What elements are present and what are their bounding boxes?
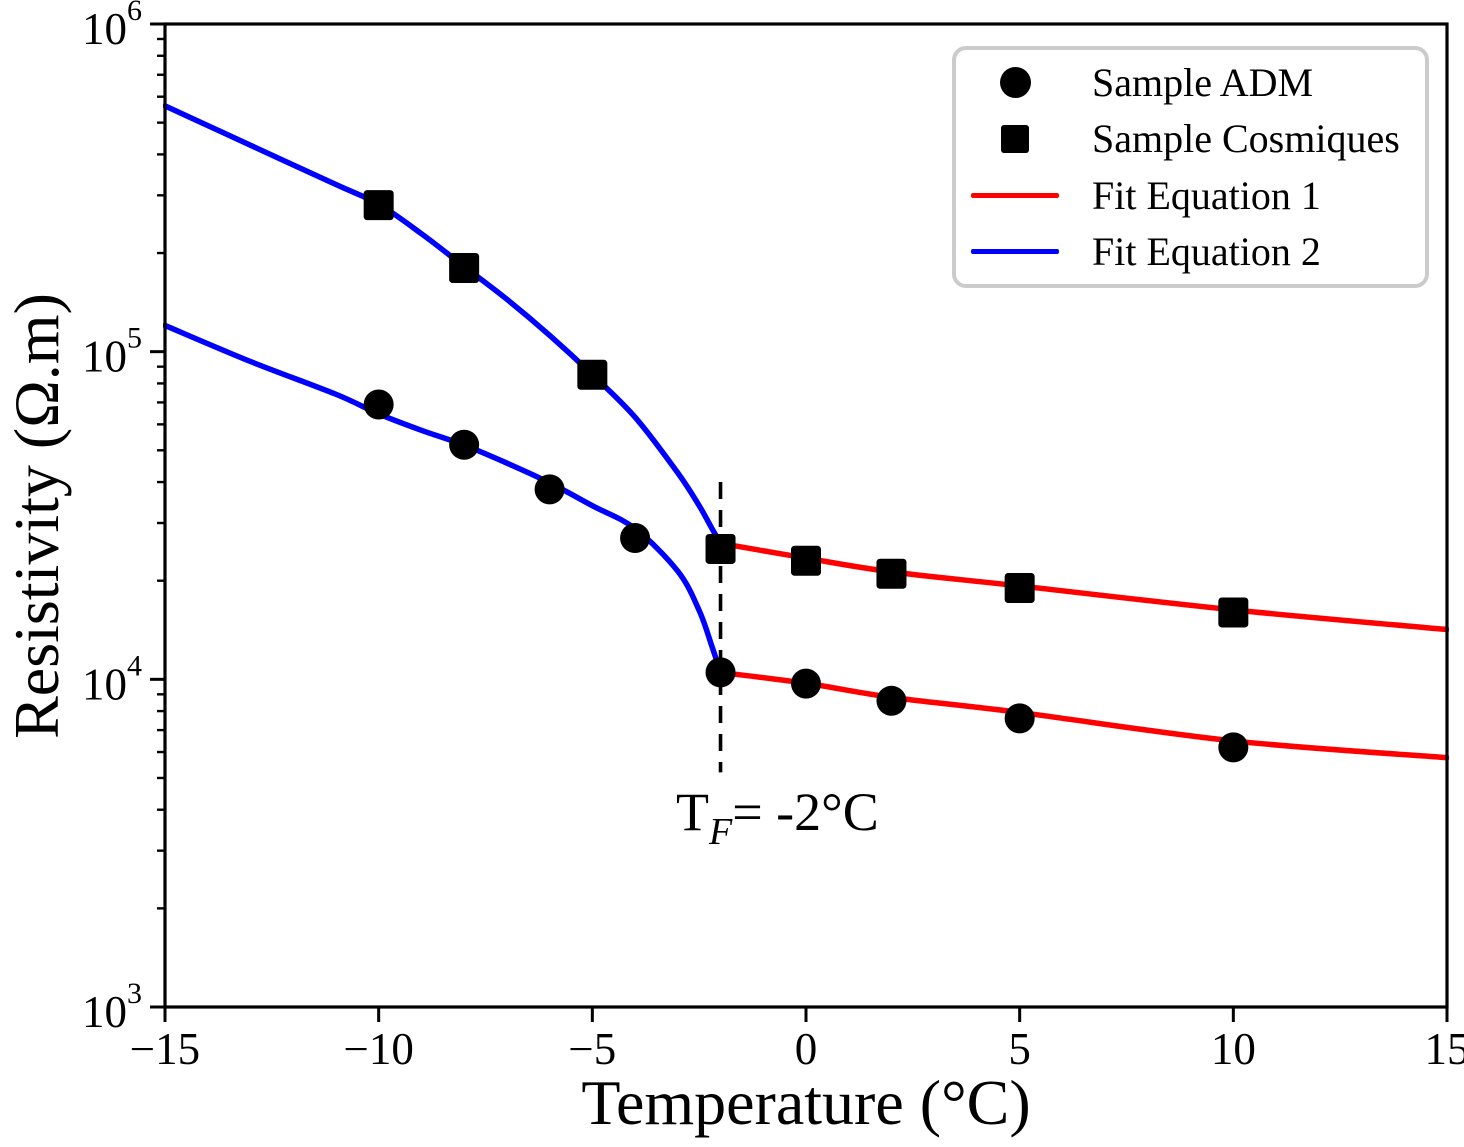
data-point-sample-adm — [534, 474, 565, 505]
x-tick-label: −15 — [130, 1024, 200, 1074]
x-tick-label: −10 — [343, 1024, 413, 1074]
legend-label: Fit Equation 1 — [1092, 172, 1321, 218]
x-tick-label: 5 — [1008, 1024, 1031, 1074]
annotation-rest: = -2°C — [732, 782, 879, 842]
legend-item: Fit Equation 2 — [956, 224, 1425, 280]
data-point-sample-cosmiques — [876, 558, 907, 589]
data-point-sample-adm — [705, 657, 736, 688]
fit-curve-fit-equation-2-sample-cosmiques — [163, 103, 724, 547]
y-tick-label: 106 — [82, 0, 142, 54]
x-axis-title: Temperature (°C) — [581, 1067, 1030, 1138]
x-tick-label: 0 — [795, 1024, 818, 1074]
legend-label: Fit Equation 2 — [1092, 229, 1321, 275]
x-tick-label: −5 — [568, 1024, 616, 1074]
annotation-tf-label: TF= -2°C — [676, 782, 879, 851]
x-tick-label: 10 — [1211, 1024, 1256, 1074]
legend-line-sample-icon — [971, 192, 1059, 198]
annotation-sub: F — [709, 811, 733, 853]
data-point-sample-cosmiques — [1004, 572, 1035, 603]
y-tick-label: 103 — [82, 977, 142, 1037]
y-axis-title: Resistivity (Ω.m) — [1, 293, 72, 739]
data-point-sample-adm — [363, 389, 394, 420]
data-point-sample-adm — [876, 685, 907, 716]
data-point-sample-adm — [1004, 703, 1035, 734]
data-point-sample-cosmiques — [791, 545, 821, 576]
data-point-sample-cosmiques — [363, 190, 394, 221]
fit-curve-fit-equation-1-sample-adm — [717, 669, 1449, 761]
data-point-sample-cosmiques — [449, 253, 480, 284]
data-point-sample-cosmiques — [1218, 597, 1249, 628]
legend-item: Fit Equation 1 — [956, 167, 1425, 223]
legend: Sample ADM Sample Cosmiques Fit Equation 1… — [952, 46, 1429, 288]
legend-item: Sample Cosmiques — [956, 111, 1425, 167]
plot-border — [163, 22, 1449, 1009]
y-tick-label: 105 — [82, 322, 142, 382]
fit-curve-fit-equation-2-sample-adm — [163, 322, 724, 676]
legend-square-marker-icon — [1001, 124, 1029, 153]
data-point-sample-adm — [449, 429, 480, 460]
x-tick-label: 15 — [1425, 1024, 1464, 1074]
data-point-sample-cosmiques — [705, 533, 736, 564]
annotation-base: T — [676, 782, 709, 842]
legend-label: Sample ADM — [1092, 59, 1314, 105]
data-point-sample-adm — [791, 668, 821, 699]
data-point-sample-adm — [620, 522, 651, 553]
legend-label: Sample Cosmiques — [1092, 116, 1400, 162]
legend-line-sample-icon — [971, 249, 1059, 255]
data-point-sample-cosmiques — [577, 359, 608, 390]
fit-curve-fit-equation-1-sample-cosmiques — [717, 540, 1449, 633]
y-tick-label: 104 — [82, 649, 142, 709]
legend-item: Sample ADM — [956, 54, 1425, 110]
legend-circle-marker-icon — [999, 66, 1031, 98]
data-point-sample-adm — [1218, 732, 1249, 763]
